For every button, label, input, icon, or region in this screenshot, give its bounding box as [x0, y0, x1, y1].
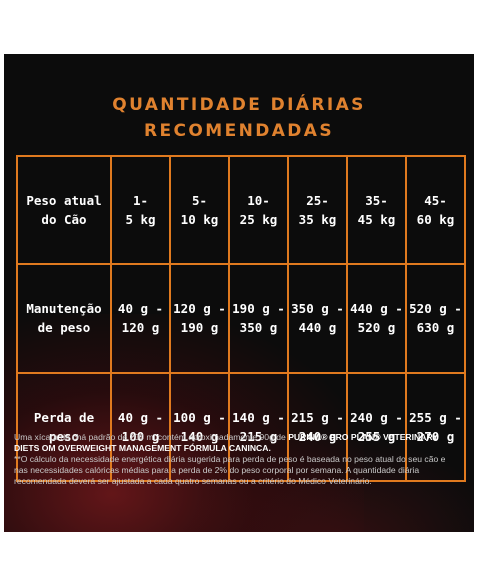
footnote-calculation-note: **O cálculo da necessidade energética di…	[14, 454, 446, 486]
table-cell: 100 g -140 g	[169, 371, 230, 483]
table-cell: 35- 45 kg	[346, 154, 407, 266]
table-cell: 5- 10 kg	[169, 154, 230, 266]
table-cell: 1- 5 kg	[110, 154, 171, 266]
table-cell: 10- 25 kg	[228, 154, 289, 266]
table-row-weight: Peso atual do Cão 1- 5 kg 5- 10 kg 10- 25 kg…	[16, 154, 466, 266]
page-title-line1: QUANTIDADE DIÁRIAS	[112, 95, 366, 115]
row-header-weight-loss: Perda de peso	[16, 371, 112, 483]
table-cell: 190 g -350 g	[228, 263, 289, 374]
page-title-line2: RECOMENDADAS	[144, 121, 334, 141]
feeding-table: Peso atual do Cão 1- 5 kg 5- 10 kg 10- 25 kg…	[16, 154, 466, 483]
table-cell: 240 g -255 g	[346, 371, 407, 483]
table-row-maintenance: Manutenção de peso 40 g -120 g 120 g -190…	[16, 263, 466, 374]
footnote-product-name: PURINA® PRO PLAN® VETERINARY DIETS OM OV…	[14, 432, 438, 453]
row-header-weight: Peso atual do Cão	[16, 154, 112, 266]
row-header-maintenance: Manutenção de peso	[16, 263, 112, 374]
table-cell: 140 g -215 g	[228, 371, 289, 483]
table-cell: 520 g -630 g	[405, 263, 466, 374]
table-cell: 350 g -440 g	[287, 263, 348, 374]
table-cell: 255 g -270 g	[405, 371, 466, 483]
footnote-serving-text: Uma xícara de chá padrão de 200 ml conté…	[14, 432, 289, 442]
table-cell: 45- 60 kg	[405, 154, 466, 266]
table-cell: 40 g -100 g	[110, 371, 171, 483]
footnote: Uma xícara de chá padrão de 200 ml conté…	[14, 432, 458, 487]
table-cell: 120 g -190 g	[169, 263, 230, 374]
table-cell: 40 g -120 g	[110, 263, 171, 374]
table-row-weight-loss: Perda de peso 40 g -100 g 100 g -140 g 14…	[16, 371, 466, 483]
table-cell: 25- 35 kg	[287, 154, 348, 266]
table-cell: 440 g -520 g	[346, 263, 407, 374]
feeding-guide-panel: QUANTIDADE DIÁRIAS RECOMENDADAS Peso atu…	[4, 54, 474, 532]
table-cell: 215 g -240 g	[287, 371, 348, 483]
